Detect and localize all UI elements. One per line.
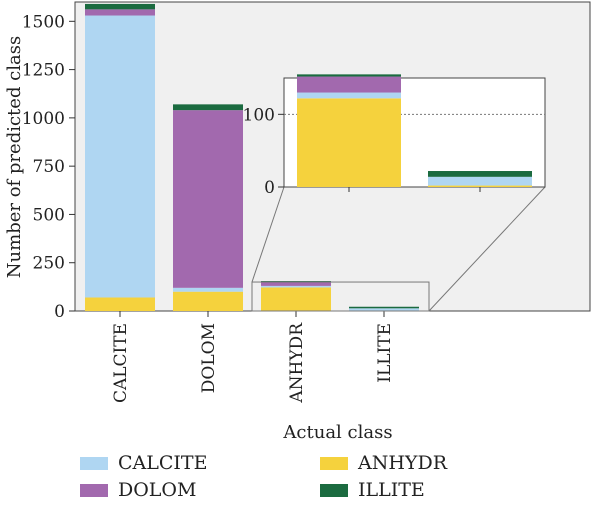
legend: CALCITE DOLOM ANHYDR ILLITE	[80, 452, 580, 502]
bar-anhydr-dolom	[261, 281, 331, 286]
legend-item-dolom: DOLOM	[80, 479, 196, 501]
legend-item-anhydr: ANHYDR	[320, 452, 447, 474]
legend-swatch-illite	[320, 483, 348, 497]
bar-calcite-dolom	[85, 9, 155, 16]
bar-dolom-dolom	[173, 110, 243, 288]
zoom-region	[251, 186, 546, 312]
inset-bar-illite-anhydr	[428, 185, 532, 187]
bar-dolom-illite	[173, 104, 243, 111]
bar-dolom-calcite	[173, 287, 243, 292]
zoom-connector-right	[428, 186, 546, 312]
bar-dolom-anhydr	[173, 291, 243, 311]
bar-anhydr-anhydr	[261, 287, 331, 311]
x-tick-label-dolom: DOLOM	[199, 323, 219, 393]
y-tick-label: 1000	[22, 109, 65, 129]
y-tick-label: 500	[33, 205, 65, 225]
zoom-connector-left	[251, 186, 285, 283]
legend-swatch-anhydr	[320, 456, 348, 470]
legend-swatch-dolom	[80, 483, 108, 497]
y-axis: 0 250 500 750 1000 1250 1500	[22, 12, 75, 322]
legend-item-illite: ILLITE	[320, 479, 425, 501]
bar-calcite-illite	[85, 3, 155, 10]
x-tick-label-anhydr: ANHYDR	[287, 322, 307, 404]
x-tick-label-illite: ILLITE	[375, 323, 395, 383]
x-axis: CALCITE DOLOM ANHYDR ILLITE	[111, 311, 395, 404]
legend-label-dolom: DOLOM	[118, 479, 197, 501]
zoom-rectangle	[251, 281, 430, 312]
y-tick-label: 1250	[22, 61, 65, 81]
y-tick-label: 0	[54, 302, 65, 322]
y-tick-label: 1500	[22, 12, 65, 32]
bar-anhydr-illite	[261, 281, 331, 282]
inset-bar-anhydr-calcite	[297, 92, 401, 99]
inset-bar-anhydr-illite	[297, 74, 401, 77]
inset-y-tick-label: 100	[243, 105, 275, 125]
legend-label-anhydr: ANHYDR	[358, 452, 447, 474]
inset-bar-anhydr-dolom	[297, 76, 401, 93]
inset-y-tick-label: 0	[264, 178, 275, 198]
legend-item-calcite: CALCITE	[80, 452, 207, 474]
legend-swatch-calcite	[80, 456, 108, 470]
legend-label-illite: ILLITE	[358, 479, 425, 501]
y-axis-label: Number of predicted class	[4, 36, 25, 278]
y-tick-label: 750	[33, 157, 65, 177]
bar-illite-calcite	[349, 308, 419, 311]
inset-bar-illite-illite	[428, 171, 532, 177]
inset-chart: 0 100	[243, 74, 546, 198]
y-tick-label: 250	[33, 254, 65, 274]
bars-group	[85, 3, 419, 312]
bar-calcite-anhydr	[85, 297, 155, 311]
inset-bar-illite-calcite	[428, 176, 532, 186]
x-axis-label: Actual class	[282, 422, 392, 443]
x-tick-label-calcite: CALCITE	[111, 323, 131, 403]
bar-illite-illite	[349, 306, 419, 309]
bar-calcite-calcite	[85, 15, 155, 298]
inset-bar-anhydr-anhydr	[297, 98, 401, 187]
legend-label-calcite: CALCITE	[118, 452, 208, 474]
bar-anhydr-calcite	[261, 285, 331, 288]
